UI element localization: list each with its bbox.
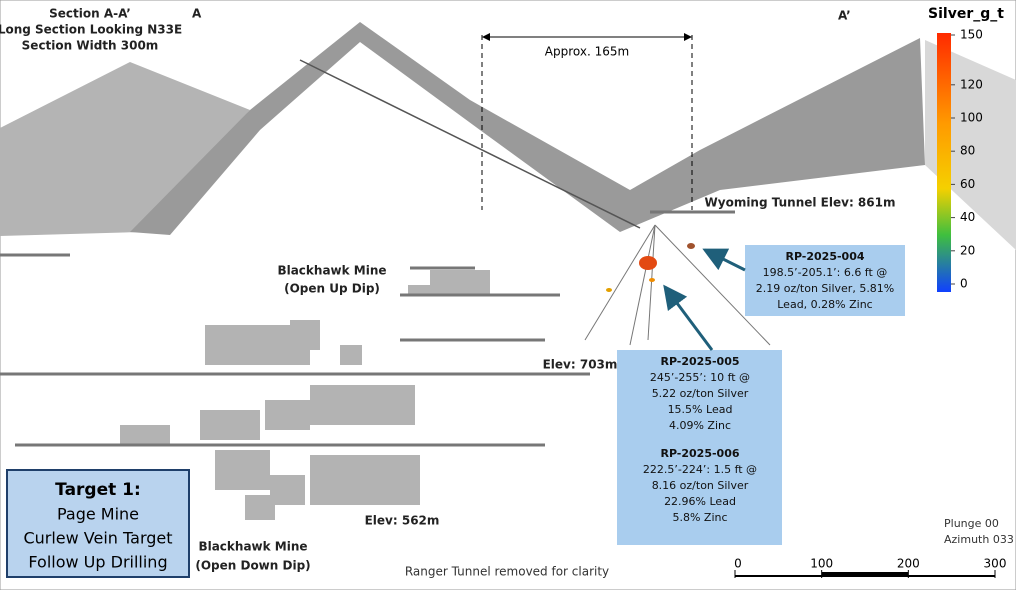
callout-box: [617, 350, 782, 545]
elevation-label: Elev: 562m: [365, 514, 440, 528]
dimension-label: Approx. 165m: [545, 45, 629, 59]
vein-trace: [299, 59, 641, 229]
callout-text: 198.5’-205.1’: 6.6 ft @: [763, 266, 888, 279]
orientation: Plunge 00: [944, 517, 999, 530]
tunnels: [0, 210, 735, 447]
callout-box: [745, 245, 905, 316]
legend-tick-label: 150: [960, 28, 983, 42]
mine-workings: [120, 270, 490, 520]
section-end: A: [192, 7, 202, 21]
tunnel-label: Wyoming Tunnel Elev: 861m: [705, 196, 896, 210]
scale-bar-segment: [821, 572, 909, 577]
drill-holes: [584, 224, 771, 346]
terrain-ridge: [130, 22, 925, 235]
target-line: Follow Up Drilling: [28, 553, 167, 572]
callout-text: 245’-255’: 10 ft @: [650, 371, 750, 384]
callout-text: RP-2025-006: [660, 447, 739, 460]
color-bar: [937, 33, 951, 292]
mine-label: Blackhawk Mine: [277, 264, 386, 278]
legend-tick-label: 20: [960, 243, 975, 257]
section-end: A’: [838, 9, 851, 23]
target-box: [6, 469, 190, 578]
legend-tick-label: 40: [960, 210, 975, 224]
callout-text: 2.19 oz/ton Silver, 5.81%: [756, 282, 895, 295]
section-title: Section A-A’: [49, 7, 131, 21]
legend-tick-label: 0: [960, 277, 968, 291]
terrain-left: [0, 62, 250, 236]
elevation-label: Elev: 703m: [543, 358, 618, 372]
legend-title: Silver_g_t: [928, 6, 1004, 22]
section-title: Section Width 300m: [22, 39, 159, 53]
callout-text: 222.5’-224’: 1.5 ft @: [643, 463, 757, 476]
legend-tick-label: 120: [960, 77, 983, 91]
note: Ranger Tunnel removed for clarity: [405, 565, 609, 579]
scale-tick-label: 300: [984, 557, 1007, 571]
orientation: Azimuth 033: [944, 533, 1014, 546]
callout-arrow: [702, 248, 746, 272]
callout-text: RP-2025-004: [785, 250, 864, 263]
mine-label: (Open Down Dip): [195, 559, 310, 573]
legend-tick-label: 100: [960, 111, 983, 125]
legend-tick-label: 60: [960, 177, 975, 191]
callout-text: 5.22 oz/ton Silver: [652, 387, 749, 400]
mine-label: (Open Up Dip): [284, 282, 380, 296]
target-line: Curlew Vein Target: [23, 529, 172, 548]
scale-tick-label: 100: [810, 557, 833, 571]
scale-tick-label: 0: [734, 557, 742, 571]
callout-text: 8.16 oz/ton Silver: [652, 479, 749, 492]
target-line: Page Mine: [57, 505, 139, 524]
assay-intercepts: [606, 243, 695, 292]
legend-tick-label: 80: [960, 144, 975, 158]
callout-text: 4.09% Zinc: [669, 419, 731, 432]
callout-text: 15.5% Lead: [668, 403, 733, 416]
scale-tick-label: 200: [897, 557, 920, 571]
callout-text: Lead, 0.28% Zinc: [777, 298, 872, 311]
target-title: Target 1:: [55, 480, 141, 500]
callout-text: RP-2025-005: [660, 355, 739, 368]
callout-text: 5.8% Zinc: [672, 511, 727, 524]
mine-label: Blackhawk Mine: [198, 540, 307, 554]
callout-arrow: [663, 284, 714, 351]
callout-text: 22.96% Lead: [664, 495, 736, 508]
section-title: Long Section Looking N33E: [0, 23, 182, 37]
